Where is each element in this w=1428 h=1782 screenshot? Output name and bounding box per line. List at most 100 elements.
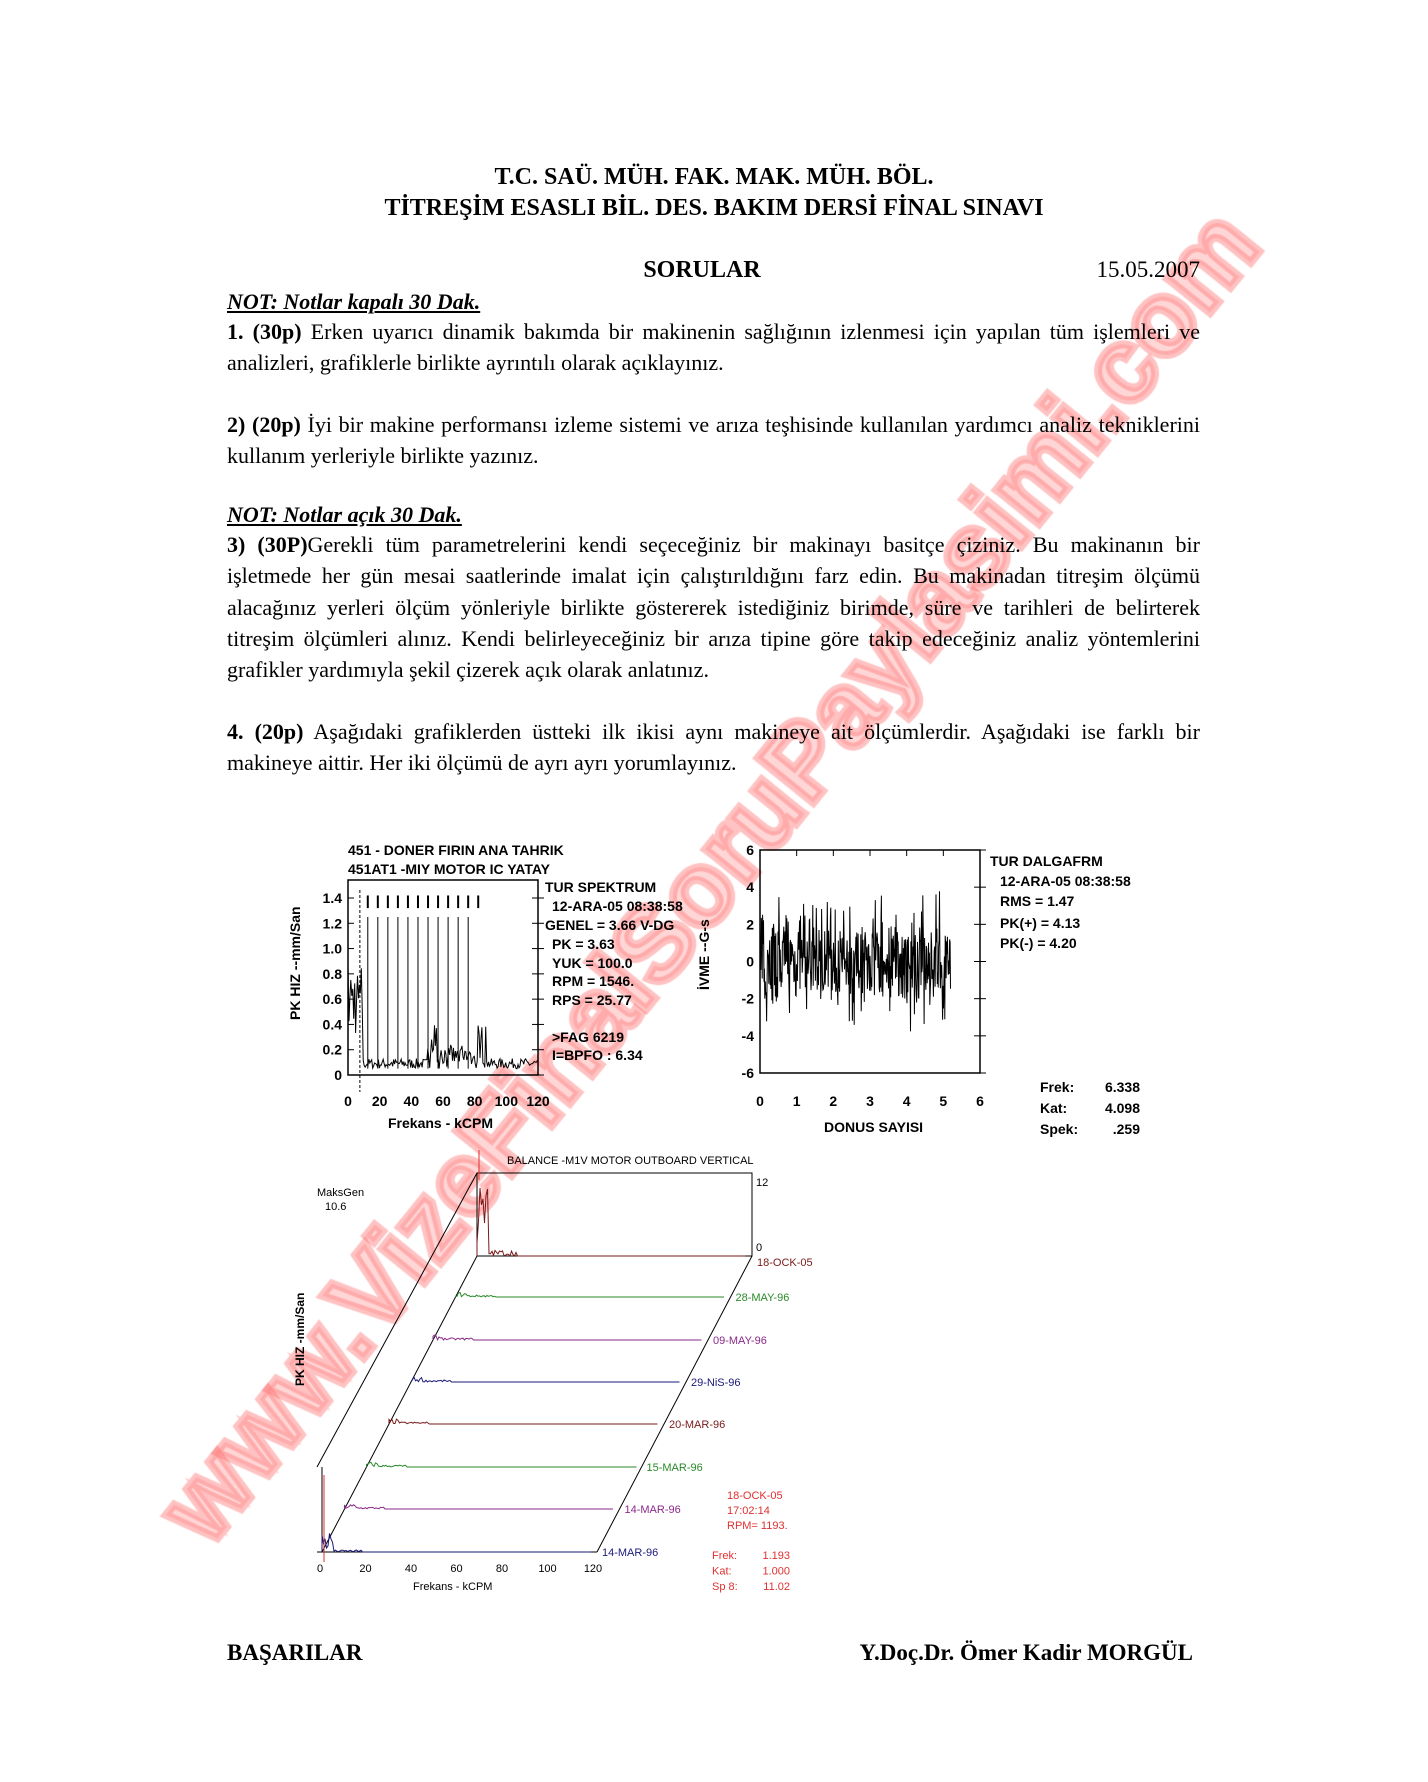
header-exam-title: TİTREŞİM ESASLI BİL. DES. BAKIM DERSİ Fİ… (384, 195, 1044, 221)
spectrum-xtick: 40 (404, 1093, 420, 1109)
waterfall-trace (410, 1376, 680, 1383)
waveform-ytick: -4 (742, 1028, 755, 1044)
waveform-info-line: TUR DALGAFRM (990, 853, 1103, 869)
waterfall-trace-date: 15-MAR-96 (647, 1462, 703, 1474)
waterfall-trace (388, 1418, 658, 1425)
waveform-ytick: 4 (746, 879, 754, 895)
spectrum-ytick: 0.2 (323, 1042, 343, 1058)
spectrum-info-line: YUK = 100.0 (552, 955, 633, 971)
waterfall-trace-date: 29-NiS-96 (691, 1377, 741, 1389)
spectrum-xtick: 20 (372, 1093, 388, 1109)
spectrum-title-2: 451AT1 -MIY MOTOR IC YATAY (348, 861, 551, 877)
waterfall-title: BALANCE -M1V MOTOR OUTBOARD VERTICAL (507, 1155, 754, 1167)
waveform-stat-value: 6.338 (1105, 1079, 1140, 1095)
spectrum-info-line: RPM = 1546. (552, 973, 634, 989)
waveform-stat-label: Frek: (1040, 1079, 1074, 1095)
note-closed: NOT: Notlar kapalı 30 Dak. (227, 289, 481, 314)
waterfall-stat-value: 1.000 (762, 1566, 790, 1578)
question-number: 1. (30p) (227, 319, 302, 344)
spectrum-title-1: 451 - DONER FIRIN ANA TAHRIK (348, 842, 564, 858)
waterfall-ytop: 12 (756, 1177, 768, 1189)
question-number: 3) (30P) (227, 532, 308, 558)
question-text: İyi bir makine performansı izleme sistem… (227, 411, 1200, 468)
spectrum-info-line: TUR SPEKTRUM (545, 879, 656, 895)
waterfall-xtick: 20 (359, 1563, 371, 1575)
waterfall-info-line: RPM= 1193. (727, 1520, 788, 1532)
questions-body: NOT: Notlar kapalı 30 Dak. 1. (30p) Erke… (227, 287, 1200, 808)
waveform-ylabel: İVME --G-s (696, 919, 712, 990)
waveform-ytick: -2 (742, 991, 755, 1007)
spectrum-trace (347, 967, 539, 1075)
waterfall-xtick: 100 (538, 1563, 556, 1575)
header-institution: T.C. SAÜ. MÜH. FAK. MAK. MÜH. BÖL. (494, 164, 934, 190)
spectrum-info-line: I=BPFO : 6.34 (552, 1047, 643, 1063)
waveform-ytick: 6 (746, 842, 754, 858)
waveform-xtick: 3 (866, 1093, 874, 1109)
waterfall-trace (455, 1291, 724, 1298)
waveform-xtick: 1 (793, 1093, 801, 1109)
waterfall-info-line: 18-OCK-05 (727, 1490, 783, 1502)
waveform-xtick: 2 (829, 1093, 837, 1109)
waterfall-left-edge (316, 1172, 478, 1468)
question-text: Aşağıdaki grafiklerden üstteki ilk ikisi… (227, 718, 1200, 775)
waveform-stat-value: 4.098 (1105, 1100, 1140, 1116)
question-1: 1. (30p) Erken uyarıcı dinamik bakımda b… (227, 316, 1200, 379)
spectrum-ytick: 0.4 (323, 1016, 343, 1032)
waterfall-stat-label: Frek: (712, 1550, 737, 1562)
spectrum-ytick: 1.4 (323, 890, 343, 906)
waterfall-trace (366, 1461, 637, 1468)
waterfall-xtick: 60 (450, 1563, 462, 1575)
spectrum-ytick: 0 (334, 1067, 342, 1083)
waterfall-trace-date: 20-MAR-96 (669, 1419, 725, 1431)
waterfall-trace-date: 14-MAR-96 (625, 1504, 681, 1516)
question-2: 2) (20p) İyi bir makine performansı izle… (227, 409, 1200, 472)
waterfall-trace-date: 18-OCK-05 (757, 1257, 813, 1269)
spectrum-plot-frame (347, 879, 539, 1076)
spectrum-ytick: 1.2 (323, 915, 343, 931)
question-text: Gerekli tüm parametrelerini kendi seçece… (227, 532, 1200, 683)
spectrum-info-line: >FAG 6219 (552, 1029, 624, 1045)
waterfall-stat-value: 11.02 (763, 1581, 790, 1593)
waveform-xtick: 5 (939, 1093, 947, 1109)
question-number: 4. (20p) (227, 718, 304, 744)
waveform-ytick: 2 (746, 916, 754, 932)
waveform-trace (759, 891, 951, 1032)
waterfall-ybottom: 0 (756, 1242, 762, 1254)
waterfall-chart: BALANCE -M1V MOTOR OUTBOARD VERTICAL Mak… (293, 1150, 813, 1593)
spectrum-chart: 451 - DONER FIRIN ANA TAHRIK 451AT1 -MIY… (287, 842, 683, 1131)
waterfall-xtick: 40 (405, 1563, 417, 1575)
spectrum-xtick: 120 (526, 1093, 550, 1109)
question-text: Erken uyarıcı dinamik bakımda bir makine… (227, 319, 1201, 376)
question-3: 3) (30P)Gerekli tüm parametrelerini kend… (227, 529, 1200, 685)
waterfall-trace (321, 1533, 591, 1553)
waveform-xtick: 0 (756, 1093, 764, 1109)
waterfall-xlabel: Frekans - kCPM (413, 1581, 492, 1593)
spectrum-ytick: 0.6 (323, 991, 343, 1007)
spectrum-ytick: 0.8 (323, 966, 343, 982)
spectrum-xtick: 0 (344, 1093, 352, 1109)
waveform-stat-label: Spek: (1040, 1121, 1078, 1137)
waveform-info-line: PK(-) = 4.20 (1000, 935, 1077, 951)
waterfall-top-frame (476, 1172, 753, 1257)
spectrum-info-line: 12-ARA-05 08:38:58 (552, 898, 683, 914)
footer-good-luck: BAŞARILAR (227, 1640, 363, 1665)
waveform-ytick: -6 (742, 1065, 755, 1081)
spectrum-info-line: GENEL = 3.66 V-DG (545, 917, 674, 933)
waveform-info-line: RMS = 1.47 (1000, 893, 1075, 909)
spectrum-info-line: PK = 3.63 (552, 936, 615, 952)
waveform-stat-value: .259 (1113, 1121, 1140, 1137)
waterfall-info-line: 17:02:14 (727, 1505, 770, 1517)
spectrum-ytick: 1.0 (323, 941, 343, 957)
waterfall-trace (476, 1187, 746, 1258)
waveform-info-line: PK(+) = 4.13 (1000, 915, 1080, 931)
waterfall-stat-value: 1.193 (762, 1550, 790, 1562)
question-number: 2) (20p) (227, 411, 301, 437)
waterfall-stat-label: Kat: (712, 1566, 732, 1578)
maksgen-label: MaksGen (317, 1187, 364, 1199)
waterfall-trace-date: 14-MAR-96 (602, 1547, 658, 1559)
waveform-xlabel: DONUS SAYISI (824, 1119, 923, 1135)
question-4: 4. (20p) Aşağıdaki grafiklerden üstteki … (227, 716, 1200, 779)
footer-signature: Y.Doç.Dr. Ömer Kadir MORGÜL (859, 1640, 1194, 1665)
waterfall-trace (344, 1504, 613, 1510)
